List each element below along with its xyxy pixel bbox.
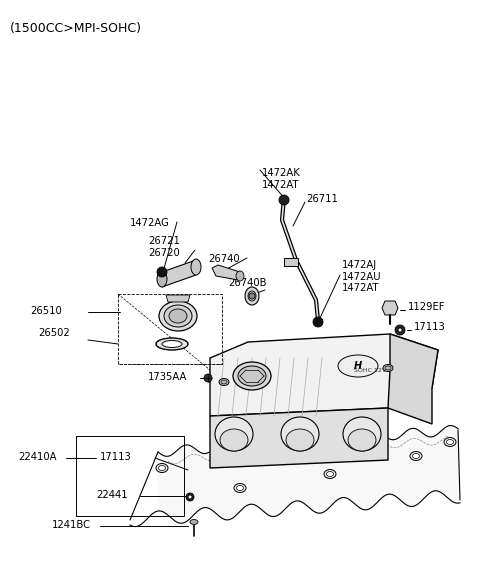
Text: 17113: 17113 [100,452,132,462]
Ellipse shape [446,440,454,445]
Polygon shape [388,334,438,424]
Text: (1500CC>MPI-SOHC): (1500CC>MPI-SOHC) [10,22,142,35]
Circle shape [204,374,212,382]
Bar [118,294,222,364]
Ellipse shape [383,365,393,371]
Text: 1241BC: 1241BC [52,520,91,530]
Ellipse shape [245,287,259,305]
Ellipse shape [156,463,168,473]
Ellipse shape [215,417,253,451]
Ellipse shape [158,466,166,470]
Circle shape [249,293,255,299]
Ellipse shape [219,378,229,386]
Text: 1472AK
1472AT: 1472AK 1472AT [262,168,301,190]
Circle shape [279,195,289,205]
Text: H: H [354,361,362,371]
Ellipse shape [156,338,188,350]
Ellipse shape [191,259,201,275]
Ellipse shape [164,305,192,327]
Circle shape [398,328,402,332]
Text: 22410A: 22410A [18,452,57,462]
Polygon shape [210,334,438,416]
Ellipse shape [157,271,167,287]
Ellipse shape [338,355,378,377]
Circle shape [188,495,192,499]
Text: 1472AJ
1472AU
1472AT: 1472AJ 1472AU 1472AT [342,260,382,293]
Polygon shape [212,265,240,280]
Text: 26740: 26740 [208,254,240,264]
Ellipse shape [169,309,187,323]
Ellipse shape [385,366,391,370]
Ellipse shape [324,470,336,478]
Polygon shape [210,408,388,468]
Ellipse shape [238,366,266,386]
Text: 17113: 17113 [414,322,446,332]
Ellipse shape [410,452,422,461]
Circle shape [313,317,323,327]
Ellipse shape [190,520,198,524]
Text: 26721
26720: 26721 26720 [148,236,180,258]
Polygon shape [166,295,190,302]
Ellipse shape [412,453,420,458]
Ellipse shape [220,429,248,451]
Ellipse shape [237,486,243,491]
Ellipse shape [234,483,246,492]
Text: 22441: 22441 [96,490,128,500]
Bar [76,436,184,516]
Ellipse shape [343,417,381,451]
Text: 1735AA: 1735AA [148,372,187,382]
Text: 26740B: 26740B [228,278,266,288]
Ellipse shape [162,340,182,348]
Ellipse shape [233,362,271,390]
Text: 26502: 26502 [38,328,70,338]
Polygon shape [162,260,196,287]
Ellipse shape [281,417,319,451]
Ellipse shape [286,429,314,451]
Text: 26510: 26510 [30,306,62,316]
Text: 1129EF: 1129EF [408,302,445,312]
Text: SOHC 12V: SOHC 12V [354,367,386,373]
Polygon shape [382,301,398,315]
Circle shape [186,493,194,501]
Text: 1472AG: 1472AG [130,218,170,228]
Bar [284,258,298,266]
Ellipse shape [221,380,227,384]
Ellipse shape [326,471,334,477]
Ellipse shape [248,291,256,301]
Circle shape [157,267,167,277]
Ellipse shape [236,271,244,281]
Circle shape [395,325,405,335]
Ellipse shape [444,437,456,446]
Ellipse shape [159,301,197,331]
Ellipse shape [348,429,376,451]
Text: 26711: 26711 [306,194,338,204]
